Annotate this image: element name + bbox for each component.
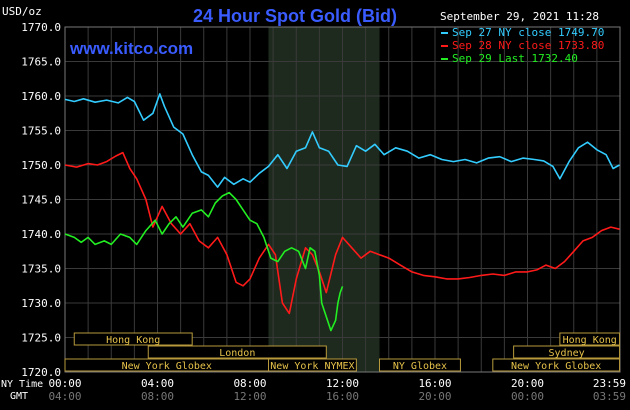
session-label: New York Globex <box>122 361 212 372</box>
session-label: Sydney <box>549 348 585 359</box>
gmt-label: GMT <box>10 391 28 402</box>
x-tick-label-ny: 12:00 <box>326 377 359 390</box>
y-tick-label: 1730.0 <box>21 297 61 310</box>
y-tick-label: 1765.0 <box>21 56 61 69</box>
y-tick-label: 1770.0 <box>21 21 61 34</box>
x-tick-label-gmt: 08:00 <box>141 390 174 403</box>
chart-title: 24 Hour Spot Gold (Bid) <box>193 6 397 26</box>
x-tick-label-ny: 04:00 <box>141 377 174 390</box>
session-box <box>513 345 621 359</box>
x-tick-label-gmt: 00:00 <box>511 390 544 403</box>
x-tick-label-ny: 08:00 <box>233 377 266 390</box>
session-label: New York NYMEX <box>270 361 354 372</box>
legend-entry: Sep 28 NY close 1733.80 <box>452 39 604 52</box>
session-box <box>559 332 621 346</box>
x-axis: 00:0004:0004:0008:0008:0012:0012:0016:00… <box>48 377 626 403</box>
x-tick-label-gmt: 03:59 <box>593 390 626 403</box>
y-tick-label: 1735.0 <box>21 263 61 276</box>
x-tick-label-gmt: 04:00 <box>48 390 81 403</box>
x-tick-label-gmt: 20:00 <box>418 390 451 403</box>
timestamp-label: September 29, 2021 11:28 <box>440 10 599 23</box>
session-label: NY Globex <box>393 361 447 372</box>
legend-entry: Sep 27 NY close 1749.70 <box>452 26 604 39</box>
session-box <box>73 332 193 346</box>
x-tick-label-ny: 20:00 <box>511 377 544 390</box>
x-tick-label-gmt: 12:00 <box>233 390 266 403</box>
y-tick-label: 1725.0 <box>21 332 61 345</box>
plot-frame <box>64 26 621 373</box>
session-box <box>492 358 621 372</box>
legend-entry: Sep 29 Last 1732.40 <box>452 52 578 65</box>
plot-area: 1770.0 1765.0 1760.0 1755.0 1750.0 1745.0 1740… <box>21 21 621 379</box>
x-tick-label-ny: 23:59 <box>593 377 626 390</box>
session-label: London <box>219 348 255 359</box>
watermark-text: www.kitco.com <box>69 39 193 58</box>
x-tick-label-ny: 16:00 <box>418 377 451 390</box>
series-line-1 <box>64 93 620 188</box>
session-label: Hong Kong <box>563 335 617 346</box>
ny-time-label: NY Time <box>1 379 43 390</box>
session-box <box>379 358 461 372</box>
x-tick-label-ny: 00:00 <box>48 377 81 390</box>
x-tick-label-gmt: 16:00 <box>326 390 359 403</box>
session-label: New York Globex <box>511 361 601 372</box>
y-tick-label: 1720.0 <box>21 366 61 379</box>
y-tick-label: 1760.0 <box>21 90 61 103</box>
series-line-3 <box>64 191 344 332</box>
session-box <box>147 345 327 359</box>
y-tick-label: 1750.0 <box>21 159 61 172</box>
y-tick-label: 1740.0 <box>21 228 61 241</box>
y-tick-label: 1755.0 <box>21 125 61 138</box>
legend-swatch <box>441 45 448 47</box>
legend-swatch <box>441 32 448 34</box>
y-tick-label: 1745.0 <box>21 194 61 207</box>
session-label: Hong Kong <box>106 335 160 346</box>
market-sessions: Hong Kong Hong Kong London Sydney New York G… <box>64 332 621 372</box>
session-box <box>268 358 357 372</box>
y-unit-label: USD/oz <box>2 5 42 18</box>
legend-swatch <box>441 58 448 60</box>
